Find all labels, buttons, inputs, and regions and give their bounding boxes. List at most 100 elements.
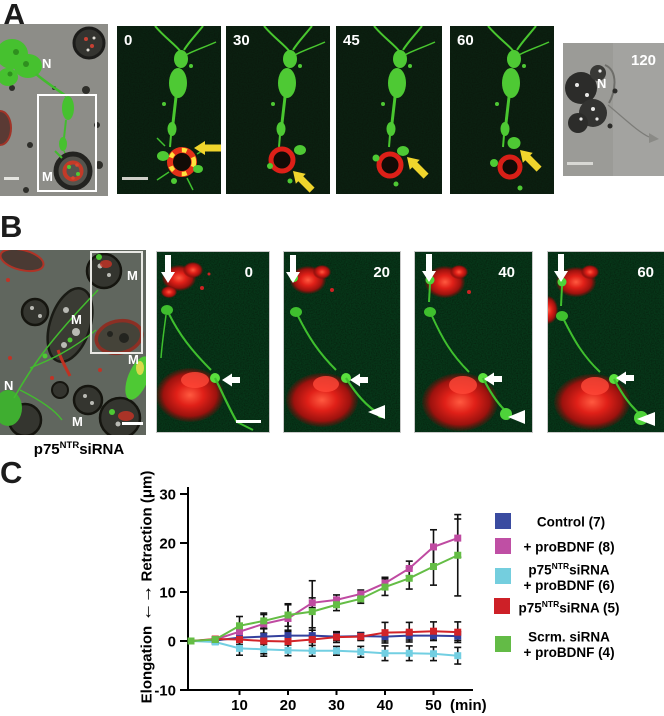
series-marker bbox=[308, 636, 316, 644]
x-tick-label: 20 bbox=[280, 697, 297, 714]
series-line bbox=[190, 554, 459, 642]
timestamp: 60 bbox=[637, 264, 654, 281]
series-marker bbox=[381, 633, 389, 641]
cell-shapes bbox=[0, 250, 144, 435]
series-marker bbox=[381, 579, 389, 587]
panel-b-caption: p75NTRsiRNA bbox=[18, 440, 140, 458]
series-marker bbox=[260, 637, 268, 645]
macrophage-red-cells bbox=[548, 265, 630, 430]
series-marker bbox=[308, 599, 316, 607]
series-marker bbox=[333, 596, 340, 604]
scale-bar bbox=[122, 422, 143, 425]
series-marker bbox=[308, 647, 316, 655]
microglia-ring-cell bbox=[267, 145, 306, 184]
neuron-label: N bbox=[42, 56, 51, 71]
legend-label-scrm-sirna: Scrm. siRNA + proBDNF (4) bbox=[523, 629, 615, 661]
series-marker bbox=[381, 583, 389, 591]
scale-bar bbox=[567, 162, 593, 165]
panel-a-frame-30-image: 30 bbox=[226, 26, 330, 194]
chart-legend: Control (7) + proBDNF (8) p75NTRsiRNA + p… bbox=[488, 505, 664, 675]
series-marker bbox=[236, 644, 243, 652]
series-marker bbox=[357, 633, 365, 641]
panel-a-frame-120-image: 120 N bbox=[563, 43, 664, 176]
neuron-shape bbox=[424, 275, 512, 420]
white-arrowhead-icon bbox=[637, 412, 655, 426]
scale-bar bbox=[4, 177, 19, 180]
x-tick-label: 50 bbox=[425, 697, 442, 714]
series-marker bbox=[357, 648, 365, 656]
series-marker bbox=[357, 590, 365, 598]
series-marker bbox=[381, 629, 389, 637]
series-marker bbox=[430, 627, 437, 635]
timestamp: 0 bbox=[245, 264, 253, 281]
series-marker bbox=[284, 611, 292, 619]
panel-a-label: A bbox=[3, 0, 26, 32]
x-tick-label: 10 bbox=[231, 697, 248, 714]
legend-swatch-control bbox=[495, 513, 511, 529]
timestamp: 60 bbox=[457, 32, 474, 49]
caption-base: p75 bbox=[33, 441, 60, 458]
panel-a-frame-45-image: 45 bbox=[336, 26, 442, 194]
timestamp: 0 bbox=[124, 32, 132, 49]
neuron-label: N bbox=[597, 76, 606, 91]
series-marker bbox=[333, 647, 340, 655]
x-tick-label: 40 bbox=[377, 697, 394, 714]
y-tick-label: 20 bbox=[159, 536, 176, 553]
series-marker bbox=[333, 633, 340, 641]
legend-swatch-p75sirna bbox=[494, 598, 510, 614]
series-line bbox=[190, 537, 459, 642]
white-arrowhead-icon bbox=[368, 405, 385, 419]
legend-swatch-scrm-sirna bbox=[495, 636, 511, 652]
inset-box bbox=[90, 251, 143, 354]
microglia-ring-cell bbox=[156, 137, 208, 191]
macrophage-label: M bbox=[72, 414, 83, 429]
series-marker bbox=[308, 632, 316, 640]
y-tick-label: 10 bbox=[159, 585, 176, 602]
series-line bbox=[190, 630, 458, 643]
timestamp: 120 bbox=[631, 52, 656, 69]
panel-b-frame-0-image: 0 bbox=[156, 251, 270, 433]
legend-label-probdnf: + proBDNF (8) bbox=[523, 539, 615, 555]
series-marker bbox=[405, 649, 413, 657]
series-marker bbox=[260, 617, 268, 625]
macrophage-label: M bbox=[128, 352, 139, 367]
series-marker bbox=[236, 636, 243, 644]
series-line bbox=[190, 640, 458, 657]
microglia-ring-cell bbox=[53, 150, 93, 191]
series-marker bbox=[357, 595, 365, 603]
y-tick-label: -10 bbox=[154, 683, 176, 700]
macrophage-red-cells bbox=[422, 265, 498, 431]
panel-b-frame-60-image: 60 bbox=[547, 251, 664, 433]
legend-label-p75sirna: p75NTRsiRNA (5) bbox=[518, 599, 620, 616]
series-marker bbox=[430, 543, 437, 551]
series-marker bbox=[430, 563, 437, 571]
legend-label-control: Control (7) bbox=[536, 514, 606, 530]
x-tick-label: 30 bbox=[328, 697, 345, 714]
panel-b-frame-40-image: 40 bbox=[414, 251, 533, 433]
series-line bbox=[190, 634, 458, 642]
inset-box bbox=[37, 94, 97, 192]
series-marker bbox=[430, 650, 437, 658]
series-marker bbox=[454, 652, 462, 660]
timestamp: 45 bbox=[343, 32, 360, 49]
series-marker bbox=[381, 649, 389, 657]
scale-bar bbox=[236, 420, 261, 423]
x-axis-unit: (min) bbox=[450, 697, 487, 714]
series-marker bbox=[405, 574, 413, 582]
series-marker bbox=[454, 551, 462, 559]
timestamp: 30 bbox=[233, 32, 250, 49]
white-arrowhead-icon bbox=[508, 410, 525, 424]
microglia-ring-cell bbox=[372, 146, 409, 187]
series-marker bbox=[454, 632, 462, 640]
cell-shapes bbox=[0, 26, 106, 193]
series-marker bbox=[454, 534, 462, 542]
panel-a-frame-0-image: 0 bbox=[117, 26, 221, 194]
series-marker bbox=[454, 628, 462, 636]
series-marker bbox=[333, 601, 340, 609]
elongation-chart: 30 20 10 0 -10 10 20 30 40 50 (min) bbox=[154, 487, 487, 715]
panel-b-label: B bbox=[0, 209, 23, 244]
series-marker bbox=[308, 608, 316, 616]
panel-a-merged-image: N M bbox=[0, 24, 108, 196]
neuron-shape bbox=[0, 289, 146, 426]
